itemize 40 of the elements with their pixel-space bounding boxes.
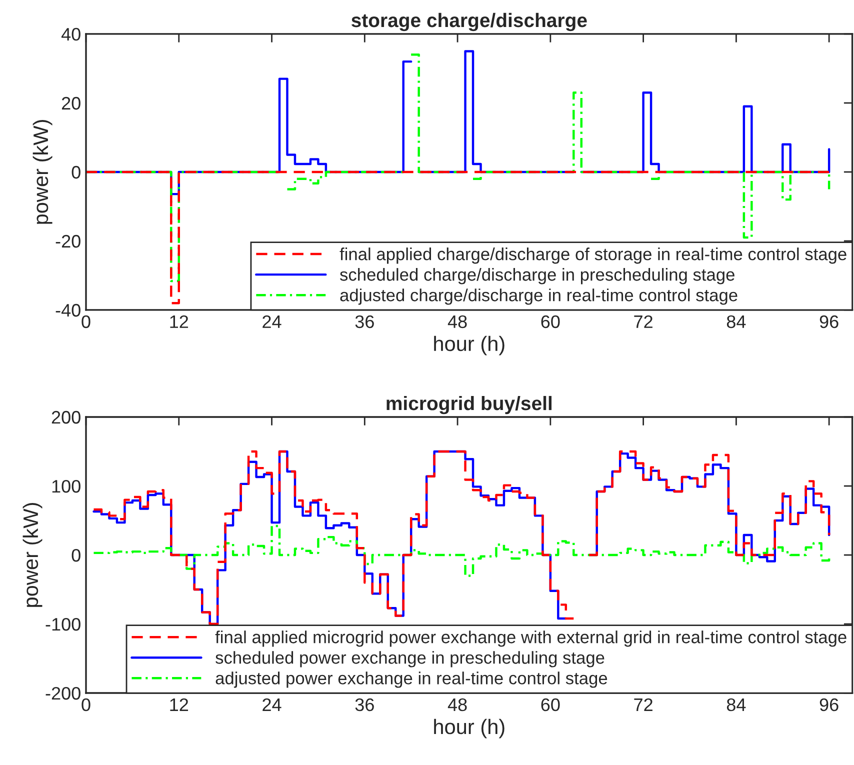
x-tick-label: 96	[820, 698, 838, 712]
y-tick-label: 0	[72, 166, 80, 179]
x-tick-label: 36	[355, 698, 374, 712]
legend-label: scheduled power exchange in prescheduling stage	[216, 651, 604, 668]
legend-label: final applied charge/discharge of storage in real-time control stage	[340, 248, 846, 264]
x-tick-label: 72	[634, 315, 652, 328]
x-tick-label: 12	[170, 698, 188, 711]
x-tick-label: 84	[726, 698, 746, 712]
legend-label: adjusted charge/discharge in real-time control stage	[340, 288, 738, 305]
y-tick-label: -100	[46, 618, 80, 631]
chart-title: microgrid buy/sell	[386, 396, 552, 414]
x-tick-label: 96	[820, 315, 838, 328]
legend-label: adjusted power exchange in real-time control stage	[216, 672, 608, 688]
chart-title: storage charge/discharge	[352, 12, 587, 32]
y-axis-title: power (kW)	[22, 503, 42, 607]
y-tick-label: 200	[52, 410, 80, 424]
x-tick-label: 72	[634, 698, 652, 711]
x-tick-label: 36	[355, 315, 374, 328]
x-tick-label: 0	[82, 315, 90, 328]
x-tick-label: 60	[541, 315, 560, 328]
x-tick-label: 60	[541, 698, 560, 712]
legend-label: scheduled charge/discharge in prescheduling stage	[340, 268, 734, 284]
x-tick-label: 48	[448, 315, 467, 328]
x-axis-title: hour (h)	[434, 718, 504, 738]
x-tick-label: 24	[262, 698, 282, 711]
x-tick-label: 12	[170, 315, 188, 328]
x-tick-label: 0	[82, 698, 90, 712]
y-tick-label: 20	[62, 96, 80, 110]
y-tick-label: 100	[52, 480, 80, 493]
y-axis-title: power (kW)	[32, 120, 52, 224]
y-tick-label: 0	[72, 548, 80, 562]
y-tick-label: -20	[56, 234, 80, 248]
x-tick-label: 24	[262, 315, 282, 328]
x-tick-label: 84	[726, 315, 746, 328]
legend-label: final applied microgrid power exchange with external grid in real-time control stage	[215, 630, 846, 647]
y-tick-label: 40	[61, 28, 80, 41]
y-tick-label: -40	[56, 304, 80, 317]
y-tick-label: -200	[46, 686, 80, 700]
x-tick-label: 48	[448, 698, 467, 712]
x-axis-title: hour (h)	[434, 336, 504, 356]
